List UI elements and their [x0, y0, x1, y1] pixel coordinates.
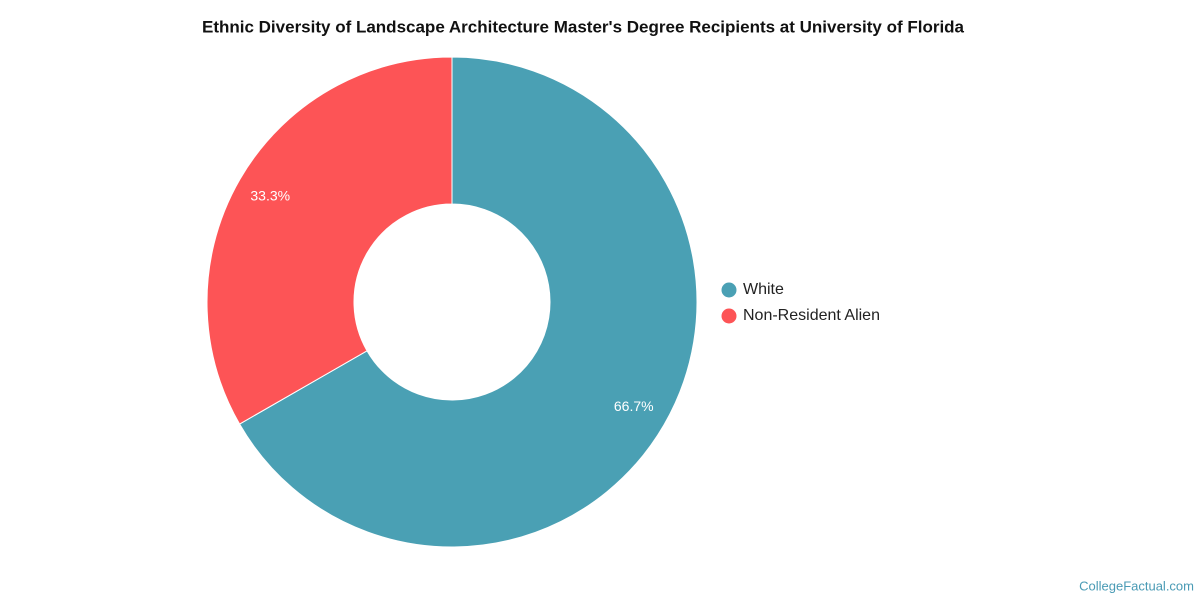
- legend-marker: [721, 308, 737, 324]
- legend-label: White: [743, 281, 784, 298]
- legend-marker: [721, 282, 737, 298]
- slice: [238, 56, 698, 548]
- slice: [206, 56, 453, 425]
- legend-label: Non-Resident Alien: [743, 307, 880, 324]
- value-label: 33.3%: [250, 188, 290, 204]
- chart-title: Ethnic Diversity of Landscape Architectu…: [202, 17, 965, 36]
- credit[interactable]: CollegeFactual.com: [1079, 578, 1194, 593]
- value-label: 66.7%: [614, 398, 654, 414]
